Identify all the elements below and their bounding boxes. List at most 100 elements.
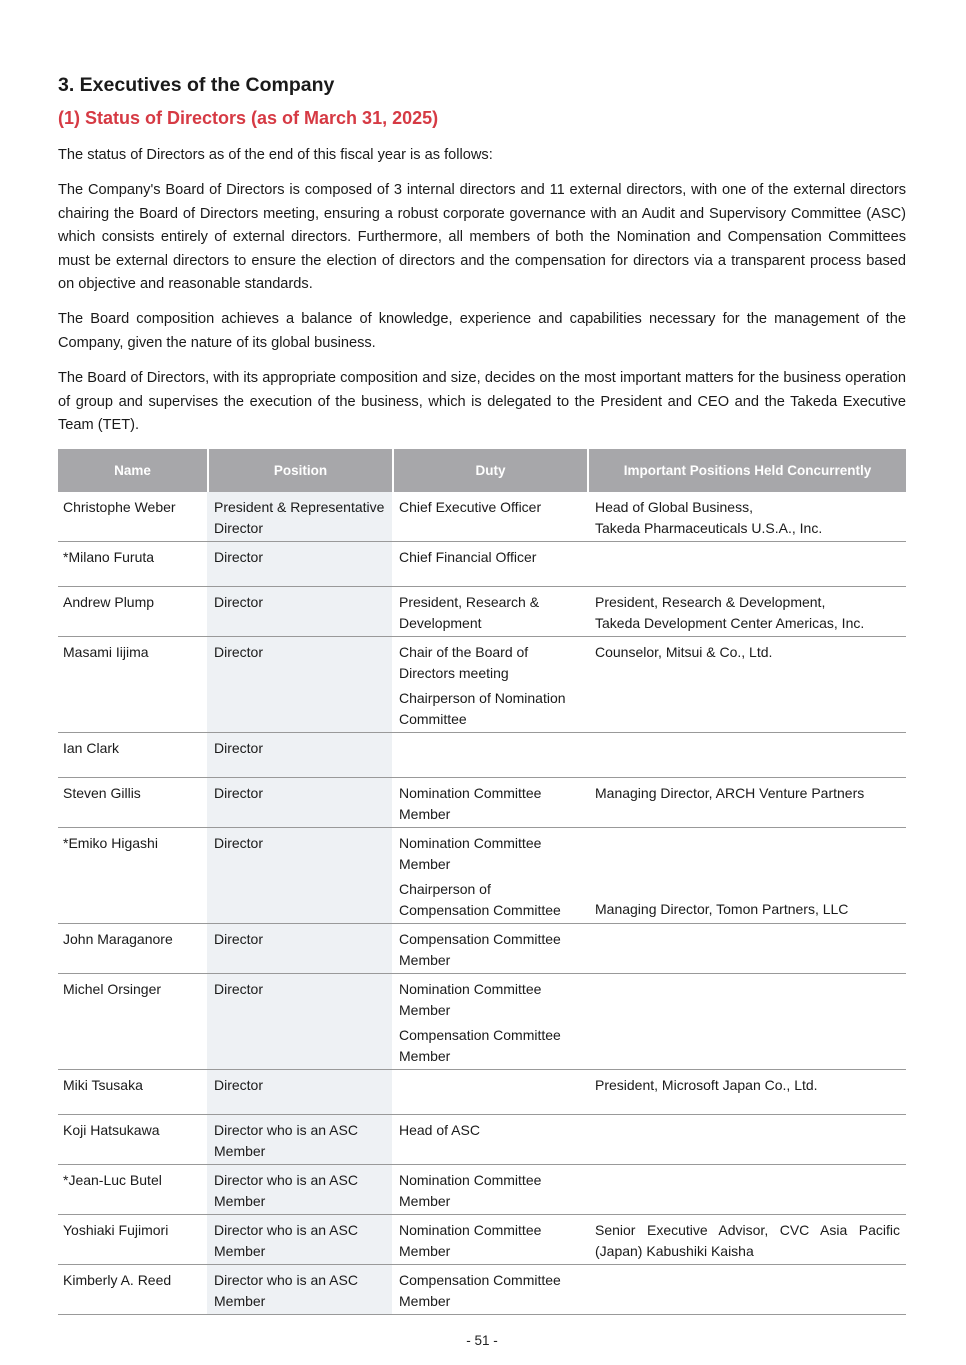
cell-text: Managing Director, Tomon Partners, LLC	[595, 901, 849, 918]
director-duty: Compensation Committee Member	[392, 924, 587, 973]
directors-table-header-row: Name Position Duty Important Positions H…	[58, 449, 906, 493]
table-row: *Milano Furuta Director Chief Financial …	[58, 542, 906, 588]
director-position: Director	[207, 924, 392, 974]
table-row: Koji Hatsukawa Director who is an ASC Me…	[58, 1115, 906, 1166]
cell-text: Chief Executive Officer	[399, 499, 542, 516]
director-name: *Milano Furuta	[63, 549, 155, 566]
table-row: *Emiko Higashi Director Nomination Commi…	[58, 828, 906, 925]
cell-text: Head of Global Business, Takeda Pharmace…	[595, 499, 823, 537]
board-balance-paragraph: The Board composition achieves a balance…	[58, 311, 906, 351]
board-role-paragraph: The Board of Directors, with its appropr…	[58, 370, 906, 434]
page-number: - 51 -	[466, 1333, 498, 1349]
director-position: Director	[207, 778, 392, 828]
director-position: Director	[207, 542, 392, 587]
cell-text: Nomination Committee Member	[399, 835, 542, 873]
directors-table: Name Position Duty Important Positions H…	[58, 449, 906, 1316]
director-concurrent: President, Research & Development, Taked…	[587, 587, 906, 636]
cell-text: President, Research & Development	[399, 594, 540, 632]
intro-paragraph: The status of Directors as of the end of…	[58, 147, 493, 163]
director-name: Yoshiaki Fujimori	[63, 1222, 169, 1239]
cell-text: Nomination Committee Member	[399, 981, 542, 1019]
board-composition-paragraph: The Company's Board of Directors is comp…	[58, 182, 906, 293]
column-header-concurrent-positions: Important Positions Held Concurrently	[587, 449, 906, 493]
cell-text: Senior Executive Advisor, CVC Asia Pacif…	[595, 1222, 900, 1260]
director-position: Director who is an ASC Member	[207, 1215, 392, 1265]
table-row: Yoshiaki Fujimori Director who is an ASC…	[58, 1215, 906, 1266]
director-position: Director	[207, 587, 392, 637]
directors-table-body: Christophe Weber President & Representat…	[58, 492, 906, 1316]
director-concurrent: Head of Global Business, Takeda Pharmace…	[587, 492, 906, 541]
director-position: Director	[207, 1070, 392, 1115]
table-row: John Maraganore Director Compensation Co…	[58, 924, 906, 975]
director-duty: Chief Financial Officer	[392, 542, 587, 586]
table-row: Ian Clark Director	[58, 733, 906, 779]
subsection-heading: (1) Status of Directors (as of March 31,…	[58, 108, 439, 128]
director-position: Director	[207, 974, 392, 1070]
director-duty: Nomination Committee Member	[392, 778, 587, 827]
cell-text: President, Research & Development, Taked…	[595, 594, 865, 632]
table-row: Masami Iijima Director Chair of the Boar…	[58, 637, 906, 734]
director-name: Koji Hatsukawa	[63, 1122, 160, 1139]
director-name: Steven Gillis	[63, 785, 141, 802]
director-name: Kimberly A. Reed	[63, 1272, 172, 1289]
table-row: Steven Gillis Director Nomination Commit…	[58, 778, 906, 829]
director-concurrent	[587, 1165, 906, 1214]
director-name: Michel Orsinger	[63, 981, 162, 998]
table-row: Michel Orsinger Director Nomination Comm…	[58, 974, 906, 1071]
director-duty: Chief Executive Officer	[392, 492, 587, 541]
director-position: Director	[207, 733, 392, 778]
director-duty	[392, 1070, 587, 1114]
cell-text: Compensation Committee Member	[399, 931, 561, 969]
director-duty: Nomination Committee Member Chairperson o…	[392, 828, 587, 923]
cell-text: Chair of the Board of Directors meeting	[399, 644, 529, 682]
director-concurrent	[587, 733, 906, 777]
cell-text: Nomination Committee Member	[399, 1222, 542, 1260]
director-name: Ian Clark	[63, 740, 120, 757]
director-position: President & Representative Director	[207, 492, 392, 542]
director-duty: Nomination Committee Member Compensation …	[392, 974, 587, 1069]
director-concurrent: Managing Director, Tomon Partners, LLC	[587, 828, 906, 923]
director-position: Director	[207, 828, 392, 924]
director-position: Director	[207, 637, 392, 733]
director-concurrent	[587, 974, 906, 1069]
director-name: John Maraganore	[63, 931, 173, 948]
director-duty: Nomination Committee Member	[392, 1165, 587, 1214]
director-concurrent	[587, 1265, 906, 1314]
cell-text: Managing Director, ARCH Venture Partners	[595, 785, 865, 802]
director-name: Miki Tsusaka	[63, 1077, 143, 1094]
director-duty: Compensation Committee Member	[392, 1265, 587, 1314]
column-header-name: Name	[114, 463, 151, 479]
cell-text: Nomination Committee Member	[399, 1172, 542, 1210]
director-duty: President, Research & Development	[392, 587, 587, 636]
table-row: *Jean-Luc Butel Director who is an ASC M…	[58, 1165, 906, 1216]
director-position: Director who is an ASC Member	[207, 1115, 392, 1165]
director-concurrent: Managing Director, ARCH Venture Partners	[587, 778, 906, 827]
column-header-duty: Duty	[392, 449, 587, 493]
director-concurrent	[587, 924, 906, 973]
cell-text: Nomination Committee Member	[399, 785, 542, 823]
cell-text: Chairperson of Compensation Committee	[399, 881, 561, 919]
director-concurrent	[587, 542, 906, 586]
director-concurrent	[587, 1115, 906, 1164]
table-row: Christophe Weber President & Representat…	[58, 492, 906, 543]
director-name: Christophe Weber	[63, 499, 176, 516]
cell-text: Chief Financial Officer	[399, 549, 537, 566]
table-row: Miki Tsusaka Director President, Microso…	[58, 1070, 906, 1116]
cell-text: Compensation Committee Member	[399, 1272, 561, 1310]
director-position: Director who is an ASC Member	[207, 1165, 392, 1215]
cell-text: Counselor, Mitsui & Co., Ltd.	[595, 644, 773, 661]
director-duty: Head of ASC	[392, 1115, 587, 1164]
director-duty: Nomination Committee Member	[392, 1215, 587, 1264]
director-position: Director who is an ASC Member	[207, 1265, 392, 1315]
director-duty: Chair of the Board of Directors meeting C…	[392, 637, 587, 732]
director-duty	[392, 733, 587, 777]
table-row: Andrew Plump Director President, Researc…	[58, 587, 906, 638]
director-concurrent: Counselor, Mitsui & Co., Ltd.	[587, 637, 906, 732]
table-row: Kimberly A. Reed Director who is an ASC …	[58, 1265, 906, 1316]
cell-text: President, Microsoft Japan Co., Ltd.	[595, 1077, 818, 1094]
section-heading: 3. Executives of the Company	[58, 74, 335, 96]
column-header-position: Position	[207, 449, 392, 493]
director-name: *Jean-Luc Butel	[63, 1172, 162, 1189]
director-concurrent: Senior Executive Advisor, CVC Asia Pacif…	[587, 1215, 906, 1264]
